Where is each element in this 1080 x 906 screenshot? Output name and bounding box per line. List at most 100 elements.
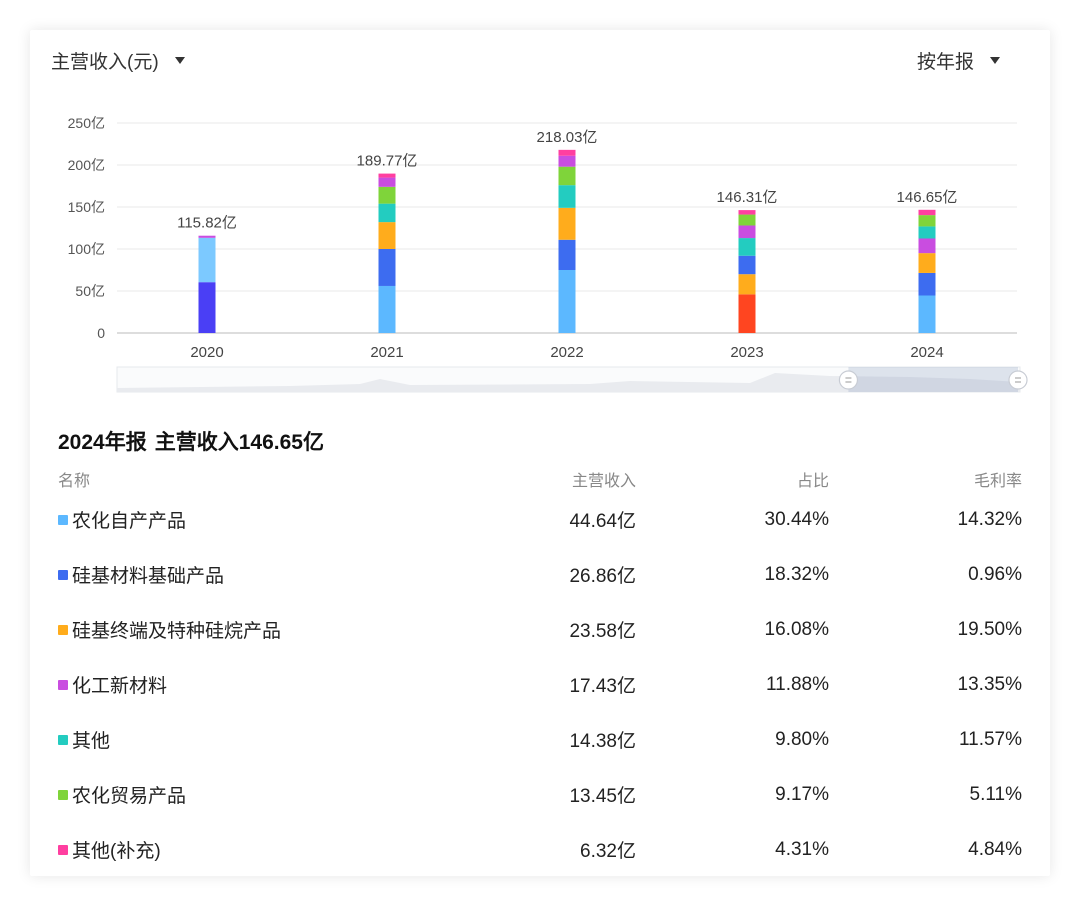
zoom-slider-preview bbox=[117, 373, 1020, 392]
bar-segment bbox=[558, 155, 576, 167]
header-margin: 毛利率 bbox=[973, 473, 1022, 490]
bar-segment bbox=[558, 207, 576, 240]
bar-segment bbox=[918, 209, 936, 216]
bar-segment bbox=[918, 226, 936, 239]
segment-name: 化工新材料 bbox=[72, 676, 168, 697]
legend-square-icon bbox=[58, 679, 68, 690]
bar-segment bbox=[558, 149, 576, 156]
x-tick-label: 2024 bbox=[910, 344, 943, 361]
segment-name-cell: 农化贸易产品 bbox=[58, 781, 478, 808]
segment-table: 名称 主营收入 占比 毛利率 农化自产产品 44.64亿 30.44% 14.32% 硅… bbox=[58, 466, 1022, 877]
revenue-stacked-bar-chart: 0 50亿 100亿 150亿 200亿 250亿 115.82亿 2020 189.77亿 20… bbox=[68, 115, 1028, 393]
legend-square-icon bbox=[58, 569, 68, 580]
bar-segment bbox=[198, 282, 216, 333]
header-name: 名称 bbox=[58, 473, 91, 490]
segment-share: 18.32% bbox=[764, 563, 829, 585]
bar-total-label: 218.03亿 bbox=[537, 129, 598, 146]
segment-margin: 0.96% bbox=[968, 563, 1022, 585]
table-header: 名称 主营收入 占比 毛利率 bbox=[58, 466, 1022, 492]
segment-revenue: 6.32亿 bbox=[580, 841, 636, 862]
bar-segment bbox=[918, 295, 936, 333]
header-share: 占比 bbox=[796, 473, 829, 490]
segment-revenue: 23.58亿 bbox=[569, 621, 636, 642]
bar-segment bbox=[378, 222, 396, 249]
zoom-slider-window[interactable] bbox=[848, 367, 1018, 392]
segment-name-cell: 硅基终端及特种硅烷产品 bbox=[58, 616, 478, 643]
table-row[interactable]: 硅基材料基础产品 26.86亿 18.32% 0.96% bbox=[58, 547, 1022, 602]
bar-total-label: 115.82亿 bbox=[177, 215, 237, 232]
segment-share: 4.31% bbox=[775, 838, 829, 860]
bar-segment bbox=[378, 173, 396, 178]
segment-name: 硅基终端及特种硅烷产品 bbox=[72, 621, 282, 642]
x-tick-label: 2023 bbox=[730, 344, 763, 361]
period-dropdown-label: 按年报 bbox=[917, 52, 975, 73]
x-tick-label: 2022 bbox=[550, 344, 583, 361]
segment-name-cell: 农化自产产品 bbox=[58, 506, 478, 533]
y-tick-label: 0 bbox=[97, 325, 105, 341]
segment-margin: 5.11% bbox=[969, 783, 1022, 805]
segment-revenue: 26.86亿 bbox=[569, 566, 636, 587]
segment-name: 其他 bbox=[72, 731, 111, 752]
table-row[interactable]: 化工新材料 17.43亿 11.88% 13.35% bbox=[58, 657, 1022, 712]
bar-segment bbox=[738, 214, 756, 226]
y-tick-label: 150亿 bbox=[68, 199, 105, 215]
metric-dropdown[interactable]: 主营收入(元) bbox=[51, 47, 185, 74]
segment-margin: 19.50% bbox=[957, 618, 1022, 640]
legend-square-icon bbox=[58, 514, 68, 525]
bar-segment bbox=[738, 225, 756, 239]
segment-revenue: 44.64亿 bbox=[569, 511, 636, 532]
y-tick-label: 100亿 bbox=[68, 241, 105, 257]
bar-segment bbox=[378, 177, 396, 187]
table-row[interactable]: 农化贸易产品 13.45亿 9.17% 5.11% bbox=[58, 767, 1022, 822]
segment-margin: 11.57% bbox=[958, 728, 1022, 750]
x-tick-label: 2021 bbox=[370, 344, 403, 361]
bar-segment bbox=[378, 203, 396, 223]
chevron-down-icon bbox=[174, 57, 185, 64]
bar-segment bbox=[378, 249, 396, 286]
segment-margin: 14.32% bbox=[957, 508, 1022, 530]
y-tick-label: 200亿 bbox=[68, 157, 105, 173]
bar-segment bbox=[198, 237, 216, 283]
y-tick-label: 50亿 bbox=[75, 283, 105, 299]
header-revenue: 主营收入 bbox=[571, 473, 636, 490]
period-dropdown[interactable]: 按年报 bbox=[917, 47, 1001, 74]
segment-revenue: 17.43亿 bbox=[569, 676, 636, 697]
bar-segment bbox=[918, 215, 936, 227]
segment-share: 16.08% bbox=[764, 618, 829, 640]
segment-name-cell: 其他(补充) bbox=[58, 836, 478, 863]
table-row[interactable]: 其他 14.38亿 9.80% 11.57% bbox=[58, 712, 1022, 767]
bar-segment bbox=[738, 238, 756, 256]
bar-total-label: 146.31亿 bbox=[717, 189, 778, 206]
segment-revenue: 14.38亿 bbox=[569, 731, 636, 752]
bar-segment bbox=[558, 270, 576, 333]
segment-name-cell: 其他 bbox=[58, 726, 478, 753]
table-row[interactable]: 硅基终端及特种硅烷产品 23.58亿 16.08% 19.50% bbox=[58, 602, 1022, 657]
bar-segment bbox=[918, 272, 936, 296]
segment-name: 其他(补充) bbox=[72, 841, 161, 862]
bar-segment bbox=[558, 166, 576, 186]
revenue-card: 主营收入(元) 按年报 0 50亿 100亿 150亿 200亿 250亿 115.82亿 2… bbox=[30, 30, 1050, 876]
bar-segment bbox=[378, 285, 396, 333]
segment-share: 30.44% bbox=[764, 508, 829, 530]
bar-total-label: 189.77亿 bbox=[357, 153, 418, 170]
segment-share: 11.88% bbox=[765, 673, 829, 695]
zoom-slider-handle[interactable] bbox=[838, 370, 859, 390]
segment-share: 9.17% bbox=[775, 783, 829, 805]
legend-square-icon bbox=[58, 624, 68, 635]
summary-heading: 2024年报 主营收入146.65亿 bbox=[58, 426, 332, 456]
segment-name: 硅基材料基础产品 bbox=[72, 566, 225, 587]
bar-segment bbox=[918, 253, 936, 273]
segment-revenue: 13.45亿 bbox=[569, 786, 636, 807]
summary-title: 主营收入146.65亿 bbox=[154, 431, 324, 454]
bar-total-label: 146.65亿 bbox=[897, 189, 958, 206]
bar-segment bbox=[558, 239, 576, 270]
zoom-slider-handle[interactable] bbox=[1008, 370, 1028, 390]
summary-period: 2024年报 bbox=[58, 431, 147, 454]
bar-segment bbox=[918, 238, 936, 254]
segment-share: 9.80% bbox=[775, 728, 829, 750]
bar-segment bbox=[738, 294, 756, 333]
segment-name: 农化自产产品 bbox=[72, 511, 187, 532]
table-row[interactable]: 农化自产产品 44.64亿 30.44% 14.32% bbox=[58, 492, 1022, 547]
segment-name-cell: 硅基材料基础产品 bbox=[58, 561, 478, 588]
table-row[interactable]: 其他(补充) 6.32亿 4.31% 4.84% bbox=[58, 822, 1022, 877]
